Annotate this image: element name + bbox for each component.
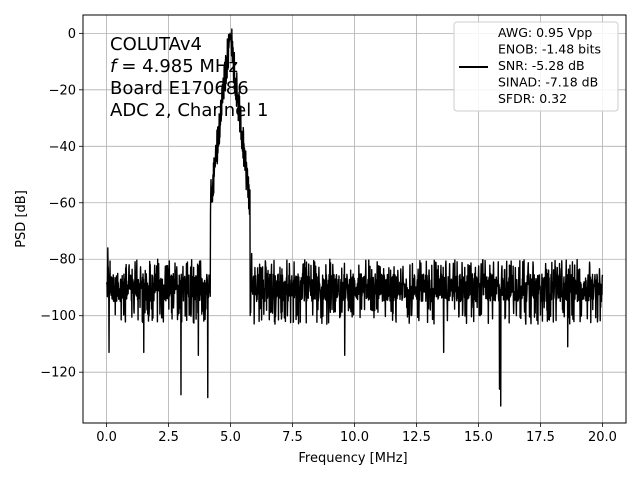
legend-snr: SNR: -5.28 dB (498, 58, 585, 73)
annotation-frequency-value: = 4.985 MHz (121, 56, 238, 77)
x-tick-label: 17.5 (526, 430, 555, 445)
x-tick-label: 5.0 (220, 430, 241, 445)
x-axis-label: Frequency [MHz] (298, 451, 407, 466)
annotation-line-frequency: f = 4.985 MHz (110, 56, 238, 77)
legend-sinad: SINAD: -7.18 dB (498, 75, 598, 90)
plot-frame (82, 14, 627, 424)
x-tick-label: 12.5 (402, 430, 431, 445)
data-series (105, 28, 604, 407)
y-tick-label: −80 (49, 253, 76, 268)
annotation-line-board: Board E170686 (110, 78, 249, 99)
y-tick-label: −100 (40, 309, 76, 324)
annotation-frequency-symbol: f (110, 56, 119, 77)
x-tick-label: 0.0 (96, 430, 117, 445)
x-tick-label: 15.0 (464, 430, 493, 445)
y-tick-label: 0 (68, 27, 76, 42)
x-tick-label: 2.5 (158, 430, 179, 445)
legend-enob: ENOB: -1.48 bits (498, 42, 601, 57)
annotation-block: COLUTAv4 f = 4.985 MHz Board E170686 ADC … (110, 34, 268, 121)
x-tick-label: 10.0 (340, 430, 369, 445)
y-tick-label: −60 (49, 196, 76, 211)
x-tick-label: 20.0 (588, 430, 617, 445)
annotation-line-device: COLUTAv4 (110, 34, 202, 55)
legend-awg: AWG: 0.95 Vpp (498, 25, 592, 40)
y-tick-label: −20 (49, 83, 76, 98)
x-tick-label: 7.5 (282, 430, 303, 445)
legend: AWG: 0.95 Vpp ENOB: -1.48 bits SNR: -5.2… (453, 21, 619, 112)
y-tick-label: −40 (49, 140, 76, 155)
annotation-line-channel: ADC 2, Channel 1 (110, 100, 268, 121)
psd-trace (105, 28, 604, 407)
y-tick-label: −120 (40, 366, 76, 381)
y-axis-label: PSD [dB] (14, 190, 29, 248)
legend-box (453, 21, 619, 112)
axis-ticks: 0.0 2.5 5.0 7.5 10.0 12.5 15.0 17.5 20.0 0 −20 −40 −… (40, 27, 617, 445)
grid (83, 15, 626, 423)
legend-sfdr: SFDR: 0.32 (498, 91, 567, 106)
